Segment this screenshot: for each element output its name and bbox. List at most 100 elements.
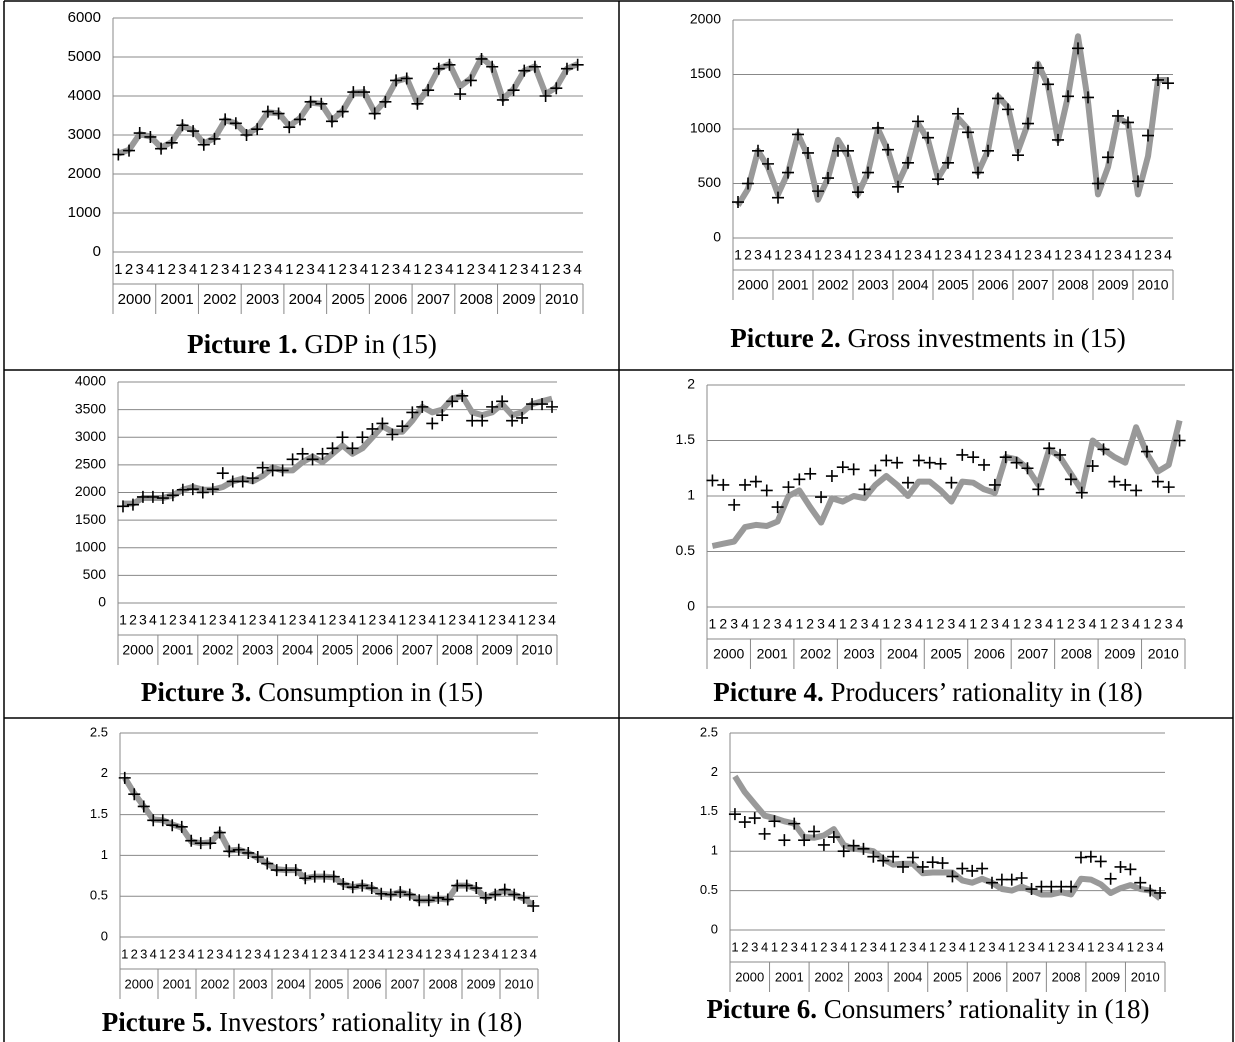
x-tick-label: 2 bbox=[289, 612, 297, 628]
x-tick-label: 1 bbox=[890, 939, 897, 954]
x-tick-label: 2 bbox=[1024, 616, 1032, 632]
x-tick-label: 1 bbox=[501, 946, 508, 961]
x-tick-label: 2 bbox=[131, 946, 138, 961]
x-group-label: 2002 bbox=[202, 642, 233, 658]
x-tick-label: 3 bbox=[817, 616, 825, 632]
x-tick-label: 1 bbox=[279, 612, 287, 628]
cross-marker bbox=[256, 461, 269, 474]
x-tick-label: 4 bbox=[840, 939, 847, 954]
x-group-label: 2005 bbox=[937, 277, 968, 293]
x-tick-label: 2 bbox=[744, 247, 752, 263]
cross-marker bbox=[1065, 880, 1078, 893]
x-tick-label: 3 bbox=[330, 946, 337, 961]
x-tick-label: 2 bbox=[1024, 247, 1032, 263]
cross-marker bbox=[327, 870, 340, 883]
x-group-label: 2004 bbox=[289, 291, 322, 308]
x-tick-label: 4 bbox=[269, 612, 277, 628]
x-tick-label: 3 bbox=[178, 946, 185, 961]
cross-marker bbox=[186, 483, 199, 496]
caption-text: Gross investments in (15) bbox=[847, 323, 1125, 353]
cross-marker bbox=[422, 84, 435, 97]
caption-text: Consumption in (15) bbox=[258, 677, 483, 707]
x-group-label: 2006 bbox=[973, 969, 1002, 984]
x-group-label: 2002 bbox=[814, 969, 843, 984]
cross-marker bbox=[902, 156, 914, 169]
cross-marker bbox=[1021, 462, 1034, 475]
x-tick-label: 4 bbox=[959, 939, 966, 954]
x-tick-label: 2 bbox=[488, 612, 496, 628]
x-tick-label: 4 bbox=[149, 612, 157, 628]
cross-marker bbox=[752, 144, 764, 157]
x-tick-label: 2 bbox=[1110, 616, 1118, 632]
x-tick-label: 3 bbox=[292, 946, 299, 961]
cross-marker bbox=[296, 447, 309, 460]
cross-marker bbox=[852, 186, 864, 199]
x-tick-label: 1 bbox=[1048, 939, 1055, 954]
x-tick-label: 3 bbox=[498, 612, 506, 628]
x-tick-label: 4 bbox=[188, 946, 195, 961]
x-group-label: 2003 bbox=[844, 646, 875, 662]
x-tick-label: 2 bbox=[1154, 616, 1162, 632]
caption: Picture 2. Gross investments in (15) bbox=[730, 323, 1125, 353]
series-line bbox=[735, 33, 1168, 207]
cross-marker bbox=[261, 857, 274, 870]
cross-marker bbox=[906, 851, 919, 864]
y-tick-label: 1000 bbox=[690, 120, 721, 136]
cross-marker bbox=[316, 447, 329, 460]
x-tick-label: 1 bbox=[934, 247, 942, 263]
x-tick-label: 1 bbox=[413, 261, 421, 278]
x-tick-label: 4 bbox=[1077, 939, 1084, 954]
x-tick-label: 2 bbox=[329, 612, 337, 628]
x-tick-label: 3 bbox=[909, 939, 916, 954]
x-tick-label: 2 bbox=[511, 946, 518, 961]
cross-marker bbox=[1154, 886, 1167, 899]
cross-marker bbox=[196, 486, 209, 499]
x-tick-label: 1 bbox=[200, 261, 208, 278]
x-tick-label: 3 bbox=[870, 939, 877, 954]
x-tick-label: 1 bbox=[1087, 939, 1094, 954]
x-group-label: 2005 bbox=[315, 976, 344, 991]
caption: Picture 3. Consumption in (15) bbox=[141, 677, 483, 707]
x-tick-label: 1 bbox=[456, 261, 464, 278]
x-tick-label: 3 bbox=[435, 261, 443, 278]
x-group-label: 2008 bbox=[429, 976, 458, 991]
caption-text: Consumers’ rationality in (18) bbox=[824, 994, 1150, 1024]
x-tick-label: 2 bbox=[939, 939, 946, 954]
x-tick-label: 4 bbox=[428, 612, 436, 628]
x-tick-label: 1 bbox=[1054, 247, 1062, 263]
x-tick-label: 3 bbox=[954, 247, 962, 263]
cross-marker bbox=[384, 888, 397, 901]
cross-marker bbox=[304, 95, 317, 108]
x-tick-label: 4 bbox=[189, 261, 197, 278]
x-tick-label: 4 bbox=[229, 612, 237, 628]
cross-marker bbox=[966, 864, 979, 877]
cross-marker bbox=[498, 883, 511, 896]
cross-marker bbox=[817, 838, 830, 851]
series-line bbox=[711, 419, 1183, 549]
caption-label: Picture 2. bbox=[730, 323, 840, 353]
x-tick-label: 3 bbox=[264, 261, 272, 278]
cross-marker bbox=[123, 144, 136, 157]
x-tick-label: 2 bbox=[397, 946, 404, 961]
cross-marker bbox=[804, 467, 817, 480]
x-group-label: 2002 bbox=[817, 277, 848, 293]
x-tick-label: 3 bbox=[349, 261, 357, 278]
x-group-label: 2003 bbox=[242, 642, 273, 658]
x-tick-label: 3 bbox=[1121, 616, 1129, 632]
cross-marker bbox=[732, 196, 744, 209]
cross-marker bbox=[857, 842, 870, 855]
cross-marker bbox=[1142, 129, 1154, 142]
y-tick-label: 2 bbox=[687, 376, 695, 392]
caption: Picture 1. GDP in (15) bbox=[187, 329, 437, 359]
x-tick-label: 2 bbox=[210, 261, 218, 278]
x-tick-label: 2 bbox=[381, 261, 389, 278]
x-tick-label: 3 bbox=[791, 939, 798, 954]
cross-marker bbox=[326, 442, 339, 455]
y-tick-label: 1 bbox=[687, 487, 695, 503]
cross-marker bbox=[867, 850, 880, 863]
cross-marker bbox=[988, 478, 1001, 491]
cross-marker bbox=[847, 839, 860, 852]
x-tick-label: 3 bbox=[794, 247, 802, 263]
x-tick-label: 1 bbox=[969, 939, 976, 954]
x-tick-label: 2 bbox=[899, 939, 906, 954]
